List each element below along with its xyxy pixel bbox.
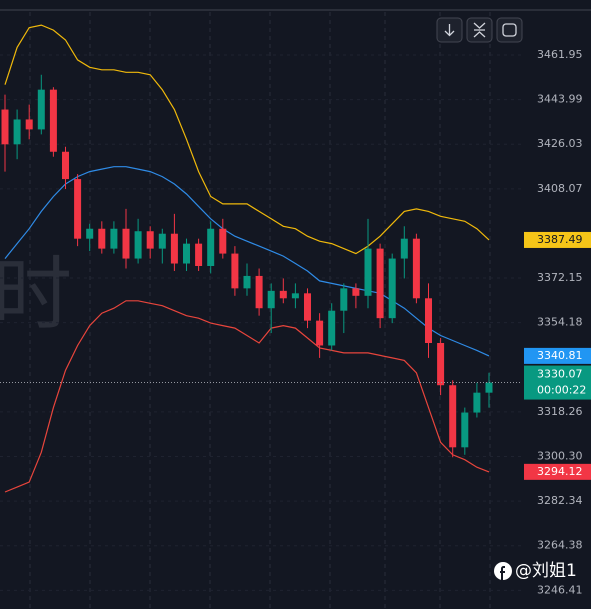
y-tick-label: 3408.07 <box>537 182 583 195</box>
candle-body <box>449 385 457 448</box>
candle-body <box>195 243 203 267</box>
candle-body <box>412 238 420 299</box>
candle-body <box>25 119 33 130</box>
candle-body <box>425 298 432 343</box>
candle-body <box>98 228 106 249</box>
candle-body <box>86 228 94 239</box>
credit-text: @刘姐1 <box>515 561 577 581</box>
candle-body <box>291 293 299 299</box>
candle-body <box>243 275 251 289</box>
price-label-box <box>524 463 591 480</box>
candle-body <box>110 228 118 249</box>
candle-body <box>183 243 190 264</box>
band-line <box>4 166 490 357</box>
candle-body <box>461 412 469 448</box>
credit: @刘姐1 <box>494 561 577 581</box>
candle-body <box>1 109 9 145</box>
y-tick-label: 3318.26 <box>537 405 583 418</box>
y-tick-label: 3354.18 <box>537 316 583 329</box>
price-label: 3294.12 <box>537 465 583 478</box>
scroll-down-button[interactable] <box>436 17 463 43</box>
candle-body <box>485 382 493 393</box>
candle-body <box>328 310 336 346</box>
candle-body <box>400 238 408 259</box>
candle-body <box>62 151 69 180</box>
watermark: 时 <box>0 248 72 341</box>
candle-body <box>49 89 57 152</box>
candle-body <box>304 293 311 321</box>
y-tick-label: 3426.03 <box>537 137 583 150</box>
price-label: 3387.49 <box>537 233 583 246</box>
candle-body <box>316 320 324 346</box>
candle-body <box>207 228 215 267</box>
candle-body <box>473 392 481 413</box>
candle-body <box>352 288 360 296</box>
candle-body <box>255 275 263 309</box>
candle-body <box>437 342 445 386</box>
candle-body <box>13 119 21 145</box>
y-tick-label: 3264.38 <box>537 539 583 552</box>
collapse-button[interactable] <box>466 17 493 43</box>
candle-body <box>146 231 154 249</box>
candle-body <box>134 231 142 259</box>
candle-body <box>219 228 227 254</box>
candle-body <box>74 179 82 239</box>
y-tick-label: 3282.34 <box>537 494 583 507</box>
candle-body <box>340 288 348 311</box>
countdown-label: 00:00:22 <box>537 384 586 397</box>
plot-area <box>0 24 522 591</box>
candle-body <box>231 253 239 289</box>
price-label-box <box>524 231 591 248</box>
candle-body <box>376 248 384 319</box>
toolbar <box>436 17 523 43</box>
candle-body <box>170 233 178 264</box>
y-tick-label: 3443.99 <box>537 93 583 106</box>
last-price-box <box>524 365 591 400</box>
y-tick-label: 3461.95 <box>537 48 583 61</box>
band-line <box>4 300 490 493</box>
last-price-label: 3330.07 <box>537 368 583 381</box>
candle-body <box>158 233 166 249</box>
candle-body <box>388 258 396 319</box>
y-tick-label: 3246.41 <box>537 583 583 596</box>
time-grid <box>29 12 491 609</box>
fullscreen-button[interactable] <box>496 17 523 43</box>
candle-body <box>37 89 45 130</box>
candle-body <box>122 228 130 259</box>
y-tick-label: 3372.15 <box>537 271 583 284</box>
candle-body <box>267 290 275 309</box>
y-tick-label: 3300.30 <box>537 450 583 463</box>
band-line <box>4 24 490 255</box>
candle-body <box>279 290 287 299</box>
price-label: 3340.81 <box>537 349 583 362</box>
price-label-box <box>524 347 591 364</box>
candle-body <box>364 248 372 296</box>
